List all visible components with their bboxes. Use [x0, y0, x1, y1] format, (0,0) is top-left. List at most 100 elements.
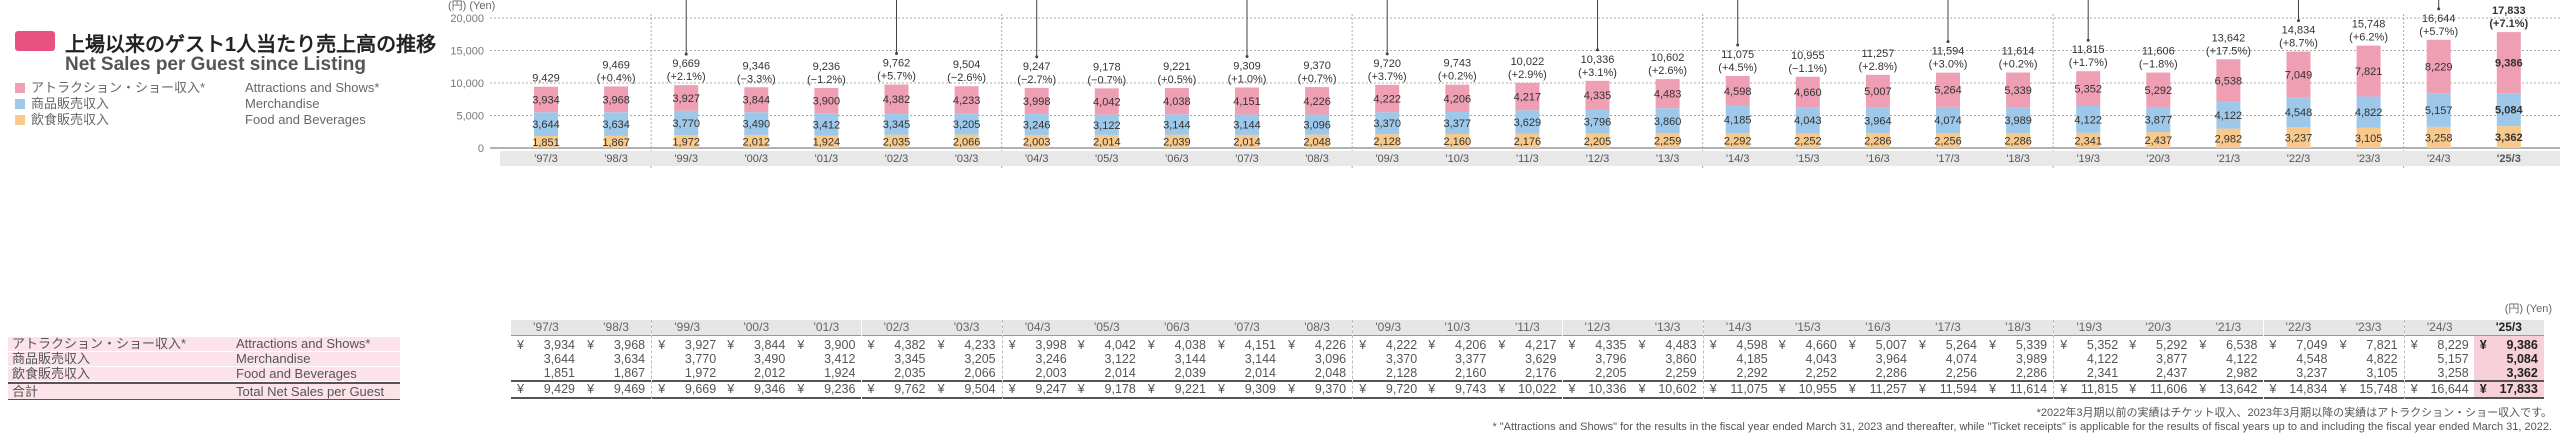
cell-value: 1,851 — [543, 366, 575, 380]
x-tick-label: '11/3 — [1516, 153, 1539, 165]
cell-value: 1,867 — [613, 366, 646, 380]
bar-segment-merchandise — [1936, 106, 1960, 134]
bar-segment-merchandise — [2006, 107, 2031, 134]
x-tick-label: '24/3 — [2427, 153, 2451, 165]
cell-value: 3,490 — [754, 352, 786, 366]
table-cell: 1,851 — [511, 366, 581, 380]
change-label: (+3.0%) — [1929, 59, 1968, 71]
x-tick-label: '13/3 — [1656, 153, 1680, 165]
callout-dot — [2297, 19, 2300, 23]
yen-symbol: ¥ — [2199, 382, 2207, 396]
cell-value: 2,437 — [2156, 366, 2188, 380]
cell-value: 16,644 — [2430, 382, 2469, 396]
x-tick-label: '10/3 — [1446, 153, 1470, 165]
total-value-label: 9,743 — [1444, 58, 1472, 70]
change-label: (+8.7%) — [2279, 38, 2318, 50]
yen-symbol: ¥ — [1218, 338, 1225, 352]
bar-segment-food — [2496, 126, 2521, 148]
bar-segment-food — [1235, 134, 1259, 148]
segment-value-label: 2,014 — [1233, 136, 1261, 148]
x-tick-label: '01/3 — [815, 153, 839, 165]
table-header-cell: '09/3 — [1353, 320, 1424, 336]
yen-symbol: ¥ — [1638, 338, 1646, 352]
row-label-en: Food and Beverages — [236, 366, 357, 381]
bar-segment-food — [534, 135, 558, 148]
cell-value: 9,429 — [543, 382, 575, 396]
segment-value-label: 3,796 — [1584, 116, 1612, 128]
cell-value: 11,606 — [2149, 382, 2188, 396]
table-column: '98/3 ¥3,968 3,634 1,867 ¥9,469 — [581, 320, 652, 399]
table-cell: 2,066 — [932, 366, 1002, 380]
table-cell: ¥5,292 — [2123, 338, 2193, 352]
change-label: (+2.9%) — [1508, 69, 1547, 81]
segment-value-label: 2,128 — [1373, 136, 1401, 148]
segment-value-label: 2,437 — [2145, 135, 2173, 147]
row-label-ja: アトラクション・ショー収入* — [12, 336, 187, 351]
stacked-bar-chart: (円) (Yen) 0 5,000 10,000 15,000 20,000 1,851 3,… — [448, 0, 2560, 168]
yen-symbol: ¥ — [1077, 382, 1085, 396]
bar-segment-attractions — [1235, 87, 1259, 115]
segment-value-label: 2,982 — [2215, 133, 2243, 145]
yen-symbol: ¥ — [1919, 338, 1926, 352]
bar-segment-merchandise — [2286, 97, 2311, 127]
bar-segment-merchandise — [1515, 110, 1540, 134]
yen-symbol: ¥ — [1848, 382, 1856, 396]
yen-symbol: ¥ — [1919, 382, 1926, 396]
segment-value-label: 3,362 — [2495, 132, 2523, 144]
bar-segment-attractions — [1515, 82, 1540, 111]
bar-segment-merchandise — [1235, 114, 1259, 135]
x-tick-label: '07/3 — [1235, 153, 1259, 165]
bar-segment-attractions — [2146, 72, 2171, 107]
table-header-cell: '10/3 — [1422, 320, 1493, 336]
yen-symbol: ¥ — [1989, 382, 1997, 396]
table-cell: ¥3,968 — [581, 338, 651, 352]
cell-value: 3,770 — [684, 352, 717, 366]
bar-segment-merchandise — [2496, 93, 2521, 127]
change-label: (+7.1%) — [2489, 18, 2528, 30]
table-header-cell: '08/3 — [1282, 320, 1353, 336]
cell-value: 3,105 — [2366, 366, 2398, 380]
cell-value: 3,377 — [1455, 352, 1487, 366]
yen-symbol: ¥ — [1498, 338, 1506, 352]
table-cell: ¥5,339 — [1983, 338, 2053, 352]
title-en: Net Sales per Guest since Listing — [65, 54, 366, 75]
total-value-label: 9,178 — [1093, 61, 1121, 73]
table-cell: ¥9,236 — [791, 380, 862, 399]
total-value-label: 9,469 — [602, 59, 630, 71]
table-header-cell: '23/3 — [2333, 320, 2404, 336]
legend-label-en: Merchandise — [245, 96, 320, 111]
cell-value: 9,386 — [2506, 338, 2538, 352]
table-cell: 3,644 — [511, 352, 581, 366]
change-label: (+0.7%) — [1298, 73, 1337, 85]
segment-value-label: 3,246 — [1023, 119, 1051, 131]
segment-value-label: 3,877 — [2145, 115, 2173, 127]
legend-swatch-food — [15, 115, 25, 125]
cell-value: 5,084 — [2506, 352, 2538, 366]
cell-value: 3,796 — [1595, 352, 1627, 366]
yen-symbol: ¥ — [2479, 338, 2487, 352]
bar-segment-food — [604, 135, 629, 148]
bar-segment-food — [1936, 133, 1960, 148]
segment-value-label: 5,352 — [2074, 84, 2102, 96]
row-label-en: Total Net Sales per Guest — [236, 384, 385, 399]
callout-dot — [1245, 54, 1249, 58]
table-cell: 1,924 — [791, 366, 861, 380]
cell-value: 4,206 — [1455, 338, 1487, 352]
table-cell: ¥9,720 — [1353, 380, 1424, 399]
total-value-label: 16,644 — [2422, 13, 2456, 25]
cell-value: 3,629 — [1525, 352, 1557, 366]
segment-value-label: 7,049 — [2285, 69, 2313, 81]
bar-segment-attractions — [744, 87, 769, 113]
segment-value-label: 3,900 — [813, 96, 841, 108]
bar-segment-food — [814, 135, 839, 148]
cell-value: 3,096 — [1314, 352, 1347, 366]
cell-value: 9,346 — [754, 382, 786, 396]
bar-segment-attractions — [1024, 87, 1049, 114]
table-cell: ¥4,217 — [1492, 338, 1562, 352]
cell-value: 4,185 — [1736, 352, 1768, 366]
x-tick-label: '23/3 — [2357, 153, 2381, 165]
table-row-labels: アトラクション・ショー収入* Attractions and Shows* 商品… — [8, 337, 400, 400]
total-value-label: 9,309 — [1233, 60, 1261, 72]
table-cell: 2,048 — [1282, 366, 1352, 380]
row-label-en: Attractions and Shows* — [236, 336, 371, 351]
